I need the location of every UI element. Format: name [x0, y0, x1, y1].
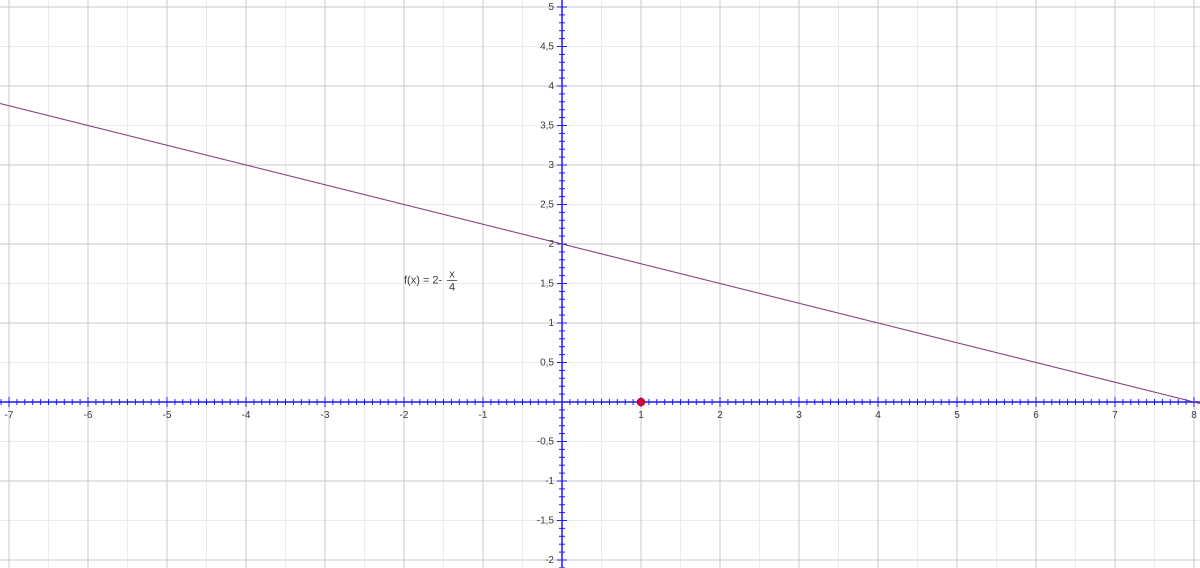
svg-text:6: 6 [1033, 410, 1039, 421]
svg-text:4: 4 [449, 282, 455, 294]
function-line [0, 76, 1200, 432]
axis-ticks [0, 0, 1200, 568]
svg-text:-4: -4 [242, 410, 251, 421]
svg-text:3: 3 [548, 160, 554, 171]
svg-text:-3: -3 [321, 410, 330, 421]
svg-text:x: x [449, 269, 455, 281]
svg-text:-7: -7 [5, 410, 14, 421]
function-plot: -7 -6 -5 -4 -3 -2 -1 1 2 3 4 5 6 7 8 -2 -1,5 -1 -0,5 0,5 1 1,… [0, 0, 1200, 568]
svg-text:3: 3 [796, 410, 802, 421]
svg-text:4,5: 4,5 [540, 42, 554, 53]
svg-text:1: 1 [638, 410, 644, 421]
grid-minor [0, 0, 1200, 568]
svg-text:7: 7 [1112, 410, 1118, 421]
plot-canvas: -7 -6 -5 -4 -3 -2 -1 1 2 3 4 5 6 7 8 -2 -1,5 -1 -0,5 0,5 1 1,… [0, 0, 1200, 568]
svg-text:0,5: 0,5 [540, 358, 554, 369]
svg-text:-2: -2 [400, 410, 409, 421]
plotted-point[interactable] [637, 398, 645, 406]
svg-text:5: 5 [548, 2, 554, 13]
svg-text:4: 4 [875, 410, 881, 421]
svg-text:-1,5: -1,5 [537, 516, 555, 527]
svg-text:4: 4 [548, 81, 554, 92]
svg-text:1,5: 1,5 [540, 279, 554, 290]
svg-text:-6: -6 [84, 410, 93, 421]
svg-text:-5: -5 [163, 410, 172, 421]
svg-text:5: 5 [954, 410, 960, 421]
function-label: f(x) = 2- x4 [404, 269, 457, 294]
svg-text:-2: -2 [545, 555, 554, 566]
svg-text:3,5: 3,5 [540, 121, 554, 132]
svg-text:2,5: 2,5 [540, 200, 554, 211]
svg-text:-0,5: -0,5 [537, 437, 555, 448]
svg-text:f(x) = 2-: f(x) = 2- [404, 275, 443, 287]
svg-text:-1: -1 [479, 410, 488, 421]
grid-major [0, 0, 1200, 568]
svg-text:2: 2 [717, 410, 723, 421]
axes [0, 0, 1200, 568]
svg-text:8: 8 [1191, 410, 1197, 421]
svg-text:-1: -1 [545, 476, 554, 487]
svg-text:1: 1 [548, 318, 554, 329]
